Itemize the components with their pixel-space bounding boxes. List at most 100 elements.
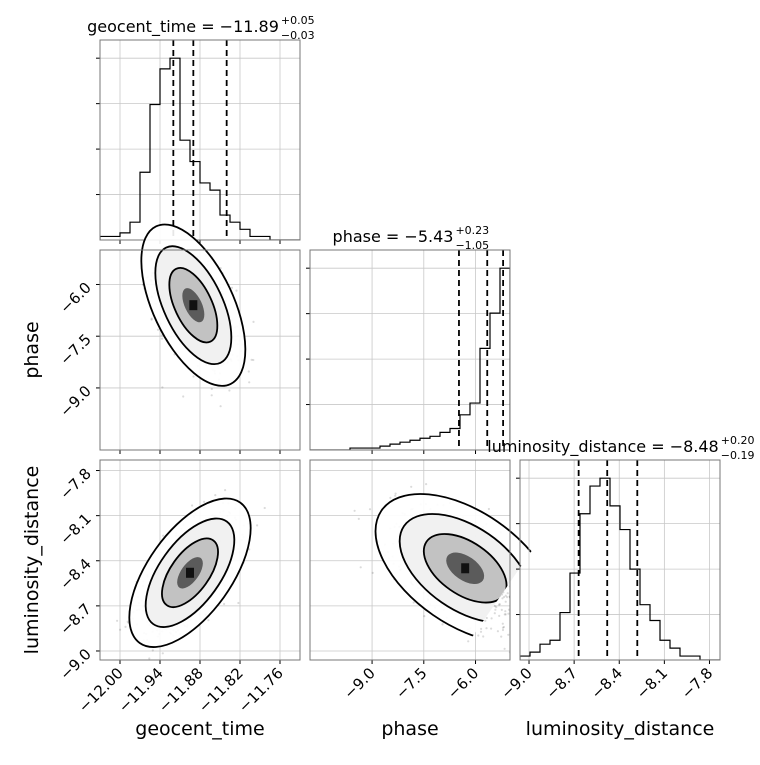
sample-point bbox=[563, 579, 565, 581]
sample-point bbox=[537, 597, 539, 599]
sample-point bbox=[150, 318, 153, 321]
sample-point bbox=[521, 615, 523, 617]
sample-point bbox=[225, 243, 227, 245]
sample-point bbox=[182, 395, 185, 398]
sample-point bbox=[484, 619, 487, 622]
sample-point bbox=[112, 223, 114, 225]
panel-phase-vs-geocent_time: −9.0 −7.5 −6.0 bbox=[56, 223, 301, 454]
sample-point bbox=[503, 613, 506, 616]
sample-point bbox=[479, 630, 483, 633]
sample-point bbox=[549, 595, 551, 597]
sample-point bbox=[546, 586, 548, 588]
sample-point bbox=[529, 622, 531, 624]
sample-point bbox=[541, 581, 543, 583]
sample-point bbox=[485, 616, 488, 620]
sample-point bbox=[141, 661, 143, 663]
sample-point bbox=[230, 286, 234, 289]
sample-point bbox=[501, 626, 505, 629]
sample-point bbox=[533, 570, 535, 572]
sample-point bbox=[490, 617, 493, 620]
sample-point bbox=[531, 609, 533, 611]
sample-point bbox=[148, 657, 151, 660]
title-lower-error: −1.05 bbox=[455, 239, 489, 252]
sample-point bbox=[482, 635, 485, 638]
sample-point bbox=[490, 627, 493, 630]
sample-point bbox=[522, 582, 524, 584]
sample-point bbox=[540, 616, 542, 618]
title-upper-error: +0.23 bbox=[455, 224, 489, 237]
sample-point bbox=[207, 619, 210, 622]
sample-point bbox=[498, 603, 501, 606]
sample-point bbox=[191, 504, 194, 507]
sample-point bbox=[514, 616, 516, 618]
sample-point bbox=[214, 494, 217, 497]
title-luminosity_distance: luminosity_distance = −8.48 bbox=[487, 437, 718, 457]
sample-point bbox=[480, 627, 483, 631]
sample-point bbox=[526, 573, 528, 575]
sample-point bbox=[248, 381, 251, 384]
sample-point bbox=[493, 605, 496, 608]
sample-point bbox=[503, 595, 506, 599]
panel-phase-vs-phase: phase = −5.43 +0.23 −1.05 bbox=[306, 224, 511, 454]
sample-point bbox=[513, 630, 515, 632]
panel-luminosity_distance-vs-geocent_time: −9.0−8.7−8.4−8.1−7.8−12.00−11.94−11.88−1… bbox=[56, 459, 301, 716]
y-tick-label: −7.8 bbox=[56, 465, 94, 503]
sample-point bbox=[247, 370, 250, 373]
histogram-geocent_time bbox=[100, 57, 300, 240]
y-axis-label-luminosity_distance: luminosity_distance bbox=[21, 466, 43, 655]
sample-point bbox=[522, 599, 524, 601]
x-tick-label: −7.5 bbox=[392, 664, 430, 702]
sample-point bbox=[517, 637, 519, 639]
sample-point bbox=[141, 235, 143, 237]
sample-point bbox=[357, 517, 360, 521]
sample-point bbox=[522, 606, 524, 608]
sample-point bbox=[441, 623, 444, 626]
x-tick-label: −9.0 bbox=[340, 664, 378, 702]
title-upper-error: +0.20 bbox=[721, 434, 755, 447]
panel-frame bbox=[99, 39, 301, 241]
sample-point bbox=[203, 500, 206, 503]
y-tick-label: −8.1 bbox=[56, 510, 94, 548]
sample-point bbox=[516, 608, 518, 610]
sample-point bbox=[500, 635, 503, 638]
title-lower-error: −0.03 bbox=[281, 29, 315, 42]
y-tick-label: −8.4 bbox=[56, 555, 94, 593]
sample-point bbox=[560, 592, 562, 594]
sample-point bbox=[552, 636, 554, 638]
sample-point bbox=[507, 633, 510, 636]
sample-point bbox=[219, 405, 222, 408]
sample-point bbox=[516, 594, 518, 596]
sample-point bbox=[210, 387, 213, 391]
sample-point bbox=[532, 549, 534, 551]
sample-point bbox=[533, 616, 535, 618]
sample-point bbox=[544, 619, 546, 621]
x-axis-label-luminosity_distance: luminosity_distance bbox=[526, 718, 715, 740]
sample-point bbox=[533, 566, 535, 568]
sample-point bbox=[501, 597, 504, 600]
sample-point bbox=[510, 616, 512, 618]
sample-point bbox=[536, 585, 538, 587]
sample-point bbox=[467, 640, 470, 643]
x-tick-label: −7.8 bbox=[678, 664, 716, 702]
title-phase: phase = −5.43 bbox=[333, 227, 454, 246]
sample-point bbox=[161, 386, 164, 389]
sample-point bbox=[494, 608, 497, 611]
sample-point bbox=[252, 320, 255, 323]
y-axis-label-phase: phase bbox=[21, 321, 43, 378]
x-tick-label: −6.0 bbox=[444, 664, 482, 702]
sample-point bbox=[162, 534, 165, 537]
sample-point bbox=[506, 596, 509, 599]
sample-point bbox=[525, 634, 527, 636]
x-tick-label: −8.7 bbox=[542, 664, 580, 702]
title-lower-error: −0.19 bbox=[721, 449, 755, 462]
sample-point bbox=[252, 358, 255, 362]
panel-frame bbox=[309, 249, 511, 451]
sample-point bbox=[515, 582, 517, 584]
sample-point bbox=[521, 579, 523, 581]
sample-point bbox=[500, 608, 503, 612]
sample-point bbox=[554, 596, 556, 598]
sample-point bbox=[141, 231, 143, 233]
y-tick-label: −9.0 bbox=[56, 645, 94, 683]
sample-point bbox=[160, 337, 164, 340]
x-axis-label-geocent_time: geocent_time bbox=[135, 718, 264, 740]
